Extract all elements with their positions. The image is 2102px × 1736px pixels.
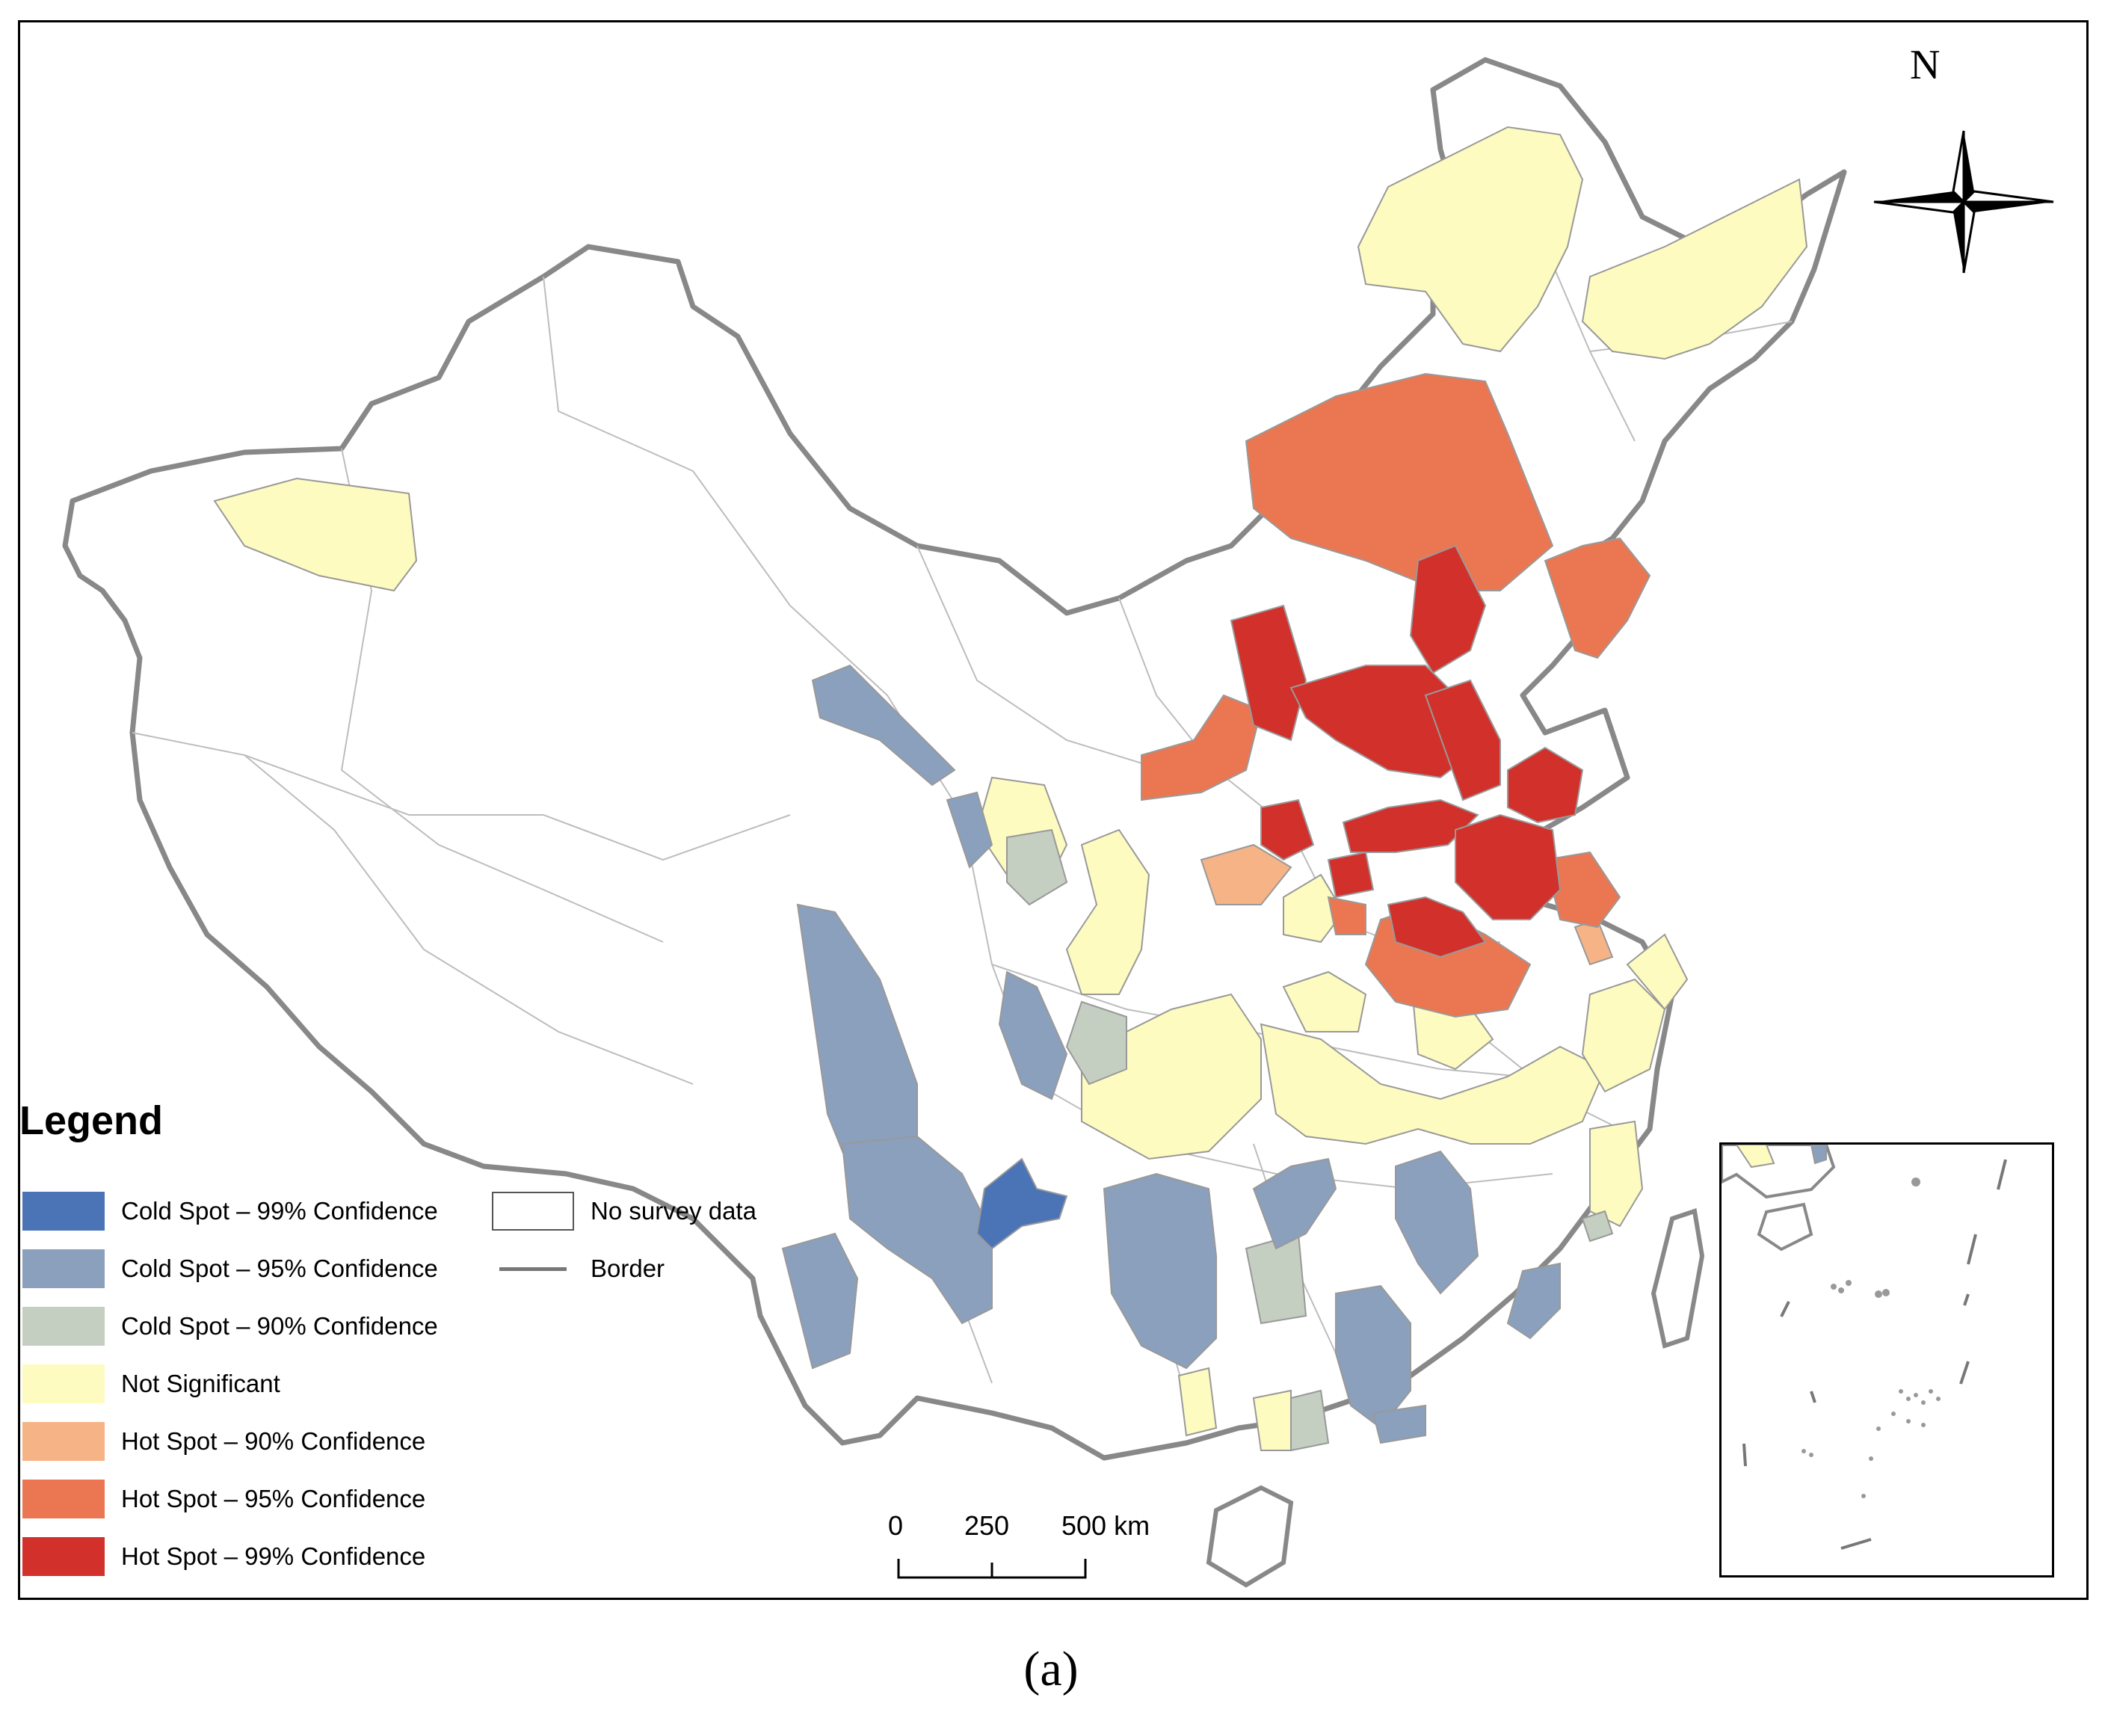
figure-caption: (a)	[1023, 1642, 1079, 1696]
legend-swatch	[22, 1480, 105, 1518]
legend-swatch	[22, 1364, 105, 1403]
legend-label: Hot Spot – 95% Confidence	[121, 1485, 426, 1512]
legend-item: Hot Spot – 95% Confidence	[22, 1478, 425, 1520]
legend-item: Cold Spot – 99% Confidence	[22, 1190, 438, 1232]
hainan-island	[1206, 1485, 1294, 1588]
compass-rose-icon	[1873, 130, 2054, 274]
inset-map-svg	[1720, 1143, 2007, 1550]
scale-label-0: 0	[888, 1510, 904, 1541]
legend-swatch	[492, 1192, 574, 1231]
legend-title: Legend	[19, 1098, 164, 1143]
legend-item: Cold Spot – 95% Confidence	[22, 1248, 438, 1290]
legend-item: Not Significant	[22, 1363, 280, 1405]
legend-swatch	[492, 1249, 574, 1288]
legend-swatch	[22, 1249, 105, 1288]
map-frame	[18, 20, 2089, 1600]
legend-swatch	[22, 1192, 105, 1231]
legend-item: Cold Spot – 90% Confidence	[22, 1305, 438, 1347]
taiwan-island	[1651, 1208, 1705, 1349]
legend-label: Cold Spot – 95% Confidence	[121, 1255, 438, 1282]
cold-spot-99-region	[976, 1157, 1068, 1250]
scale-bar	[897, 1559, 1087, 1579]
legend-item-no-data: No survey data	[492, 1190, 756, 1232]
legend-label: Cold Spot – 90% Confidence	[121, 1312, 438, 1340]
legend-item: Hot Spot – 99% Confidence	[22, 1536, 425, 1578]
legend-swatch	[22, 1307, 105, 1346]
legend-label: Border	[591, 1255, 665, 1282]
legend-label: No survey data	[591, 1197, 756, 1225]
legend-item-border: Border	[492, 1248, 665, 1290]
legend-label: Hot Spot – 90% Confidence	[121, 1427, 426, 1455]
scale-label-500: 500 km	[1061, 1510, 1150, 1541]
china-map	[62, 57, 2054, 1588]
north-label: N	[1910, 42, 1941, 88]
legend-label: Cold Spot – 99% Confidence	[121, 1197, 438, 1225]
legend-item: Hot Spot – 90% Confidence	[22, 1420, 425, 1462]
scale-label-250: 250	[964, 1510, 1010, 1541]
legend-swatch	[22, 1537, 105, 1576]
legend-swatch	[22, 1422, 105, 1461]
legend-label: Hot Spot – 99% Confidence	[121, 1542, 426, 1570]
legend-label: Not Significant	[121, 1370, 280, 1397]
inset-map-south-china-sea	[1719, 1142, 2054, 1578]
